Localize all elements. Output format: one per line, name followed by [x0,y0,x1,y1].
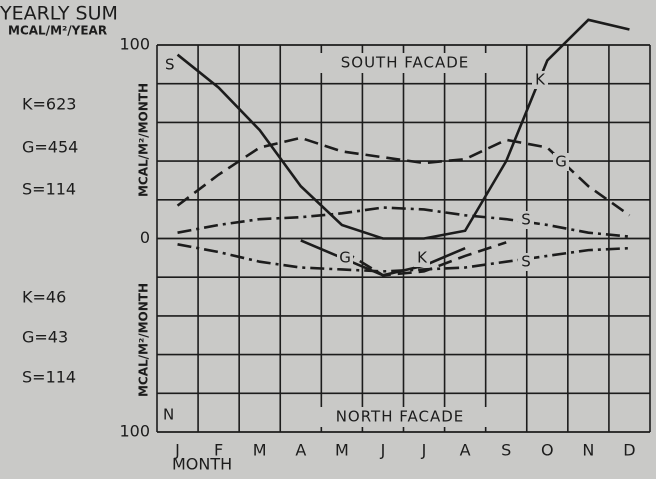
annotation: S=114 [22,368,76,387]
x-tick-label: N [582,441,594,460]
y-tick-label: 100 [119,35,150,54]
annotation: S=114 [22,180,76,199]
annotation: G=43 [22,328,68,347]
x-tick-label: J [421,441,427,460]
label-bg [518,253,534,271]
x-tick-label: A [460,441,471,460]
y-axis-label: MCAL/M²/MONTH [137,83,151,197]
x-tick-label: S [501,441,511,460]
x-tick-label: J [174,441,180,460]
x-tick-label: M [335,441,349,460]
panel-label: SOUTH FACADE [341,54,470,72]
x-axis-label: MONTH [172,455,232,474]
annotation: K=623 [22,95,76,114]
label-bg [553,153,569,171]
line-series [177,243,630,273]
label-bg [337,249,353,267]
annotation: K=46 [22,288,66,307]
annotation: G=454 [22,138,78,157]
x-tick-label: O [541,441,554,460]
label-bg [308,407,492,427]
series-label: S [521,211,531,229]
annotation: YEARLY SUM [0,3,118,25]
series-label: S [521,253,531,271]
label-bg [518,211,534,229]
series-label: K [417,249,428,267]
line-series [177,206,630,238]
label-bg [414,249,430,267]
x-tick-label: M [253,441,267,460]
series-label: G [339,249,351,267]
y-axis-label: MCAL/M²/MONTH [137,283,151,397]
line-series [176,18,630,240]
label-bg [532,71,548,89]
line-series [341,241,507,277]
x-tick-label: A [295,441,306,460]
series-label: K [535,71,546,89]
x-tick-label: J [380,441,386,460]
line-series [300,239,466,277]
series-label: G [555,153,567,171]
annotation: MCAL/M²/YEAR [8,24,107,38]
y-tick-label: 100 [119,422,150,441]
panel-label: N [163,406,175,424]
panel-label: NORTH FACADE [336,408,465,426]
x-tick-label: F [214,441,223,460]
x-tick-label: D [623,441,635,460]
panel-label: S [165,56,176,74]
label-bg [313,53,497,73]
y-tick-label: 0 [140,228,150,247]
